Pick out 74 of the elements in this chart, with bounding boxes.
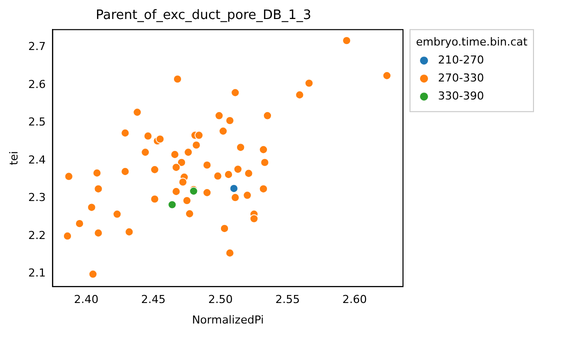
point — [150, 194, 160, 204]
point — [173, 74, 182, 84]
point — [120, 167, 130, 176]
point — [177, 158, 186, 167]
point — [304, 78, 314, 88]
point — [224, 170, 233, 179]
y-tick-label: 2.3 — [28, 191, 46, 204]
point — [194, 130, 204, 140]
y-tick-label: 2.5 — [28, 116, 46, 129]
point — [213, 172, 222, 180]
x-tick-label: 2.40 — [74, 293, 98, 306]
point — [260, 158, 270, 167]
point — [172, 162, 181, 172]
point — [295, 90, 304, 100]
point — [94, 184, 103, 194]
point — [218, 126, 228, 136]
point — [259, 184, 268, 194]
point — [132, 108, 142, 117]
x-tick-label: 2.60 — [342, 293, 367, 306]
x-tick-label: 2.55 — [275, 293, 300, 306]
point — [225, 116, 234, 125]
point — [202, 188, 212, 198]
point — [92, 168, 102, 178]
point — [172, 187, 181, 196]
x-axis-title: NormalizedPi — [192, 313, 264, 326]
point — [182, 196, 192, 205]
point — [236, 142, 245, 152]
point — [140, 148, 150, 157]
point — [64, 172, 74, 181]
point — [382, 71, 392, 80]
legend-label: 330-390 — [438, 89, 484, 102]
point — [230, 88, 240, 98]
y-tick-label: 2.1 — [28, 266, 46, 280]
point — [185, 209, 194, 218]
chart-title: Parent_of_exc_duct_pore_DB_1_3 — [96, 8, 312, 24]
point — [202, 160, 212, 170]
legend-title: embryo.time.bin.cat — [416, 35, 528, 48]
x-tick-label: 2.50 — [208, 293, 233, 306]
point — [225, 248, 234, 258]
y-tick-label: 2.6 — [28, 78, 46, 91]
point — [88, 270, 98, 279]
legend-label: 210-270 — [438, 53, 484, 66]
point — [150, 165, 160, 174]
point — [112, 210, 122, 219]
point — [75, 219, 84, 228]
point — [168, 200, 177, 210]
point — [234, 164, 242, 174]
point — [220, 224, 229, 233]
point — [156, 134, 164, 144]
point — [342, 36, 352, 45]
y-tick-label: 2.4 — [28, 153, 46, 166]
point — [242, 190, 252, 200]
point — [192, 140, 201, 150]
point — [170, 150, 180, 159]
y-tick-label: 2.2 — [28, 228, 46, 242]
point — [229, 184, 238, 193]
point — [230, 193, 240, 202]
point — [87, 202, 96, 212]
x-tick-label: 2.45 — [141, 293, 166, 306]
point — [144, 132, 152, 140]
point — [214, 111, 224, 120]
point — [184, 148, 193, 157]
point — [263, 111, 272, 120]
point — [259, 145, 268, 154]
point — [250, 214, 258, 224]
y-axis-title: tei — [7, 151, 20, 166]
point — [124, 227, 134, 236]
point — [63, 232, 72, 240]
y-tick-label: 2.7 — [28, 40, 46, 54]
point — [94, 228, 103, 238]
point — [244, 168, 254, 178]
point — [120, 128, 130, 138]
point — [178, 178, 188, 186]
legend-label: 270-330 — [438, 71, 484, 84]
